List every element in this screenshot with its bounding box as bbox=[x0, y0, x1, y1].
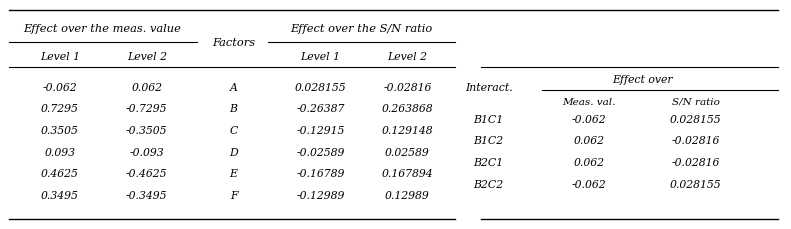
Text: Level 1: Level 1 bbox=[301, 52, 340, 61]
Text: -0.12915: -0.12915 bbox=[297, 125, 345, 135]
Text: Effect over: Effect over bbox=[612, 74, 672, 84]
Text: B1C2: B1C2 bbox=[474, 136, 504, 146]
Text: B: B bbox=[229, 104, 237, 114]
Text: 0.3505: 0.3505 bbox=[41, 125, 79, 135]
Text: 0.062: 0.062 bbox=[573, 157, 604, 167]
Text: 0.062: 0.062 bbox=[573, 136, 604, 146]
Text: Level 2: Level 2 bbox=[388, 52, 427, 61]
Text: C: C bbox=[229, 125, 238, 135]
Text: -0.02589: -0.02589 bbox=[297, 147, 345, 157]
Text: -0.062: -0.062 bbox=[572, 114, 606, 124]
Text: S/N ratio: S/N ratio bbox=[672, 98, 720, 106]
Text: -0.093: -0.093 bbox=[130, 147, 164, 157]
Text: 0.028155: 0.028155 bbox=[670, 114, 721, 124]
Text: -0.02816: -0.02816 bbox=[672, 157, 720, 167]
Text: 0.093: 0.093 bbox=[44, 147, 75, 157]
Text: 0.02589: 0.02589 bbox=[385, 147, 430, 157]
Text: 0.129148: 0.129148 bbox=[381, 125, 433, 135]
Text: Level 1: Level 1 bbox=[40, 52, 80, 61]
Text: B1C1: B1C1 bbox=[474, 114, 504, 124]
Text: 0.028155: 0.028155 bbox=[670, 179, 721, 189]
Text: Level 2: Level 2 bbox=[127, 52, 167, 61]
Text: 0.3495: 0.3495 bbox=[41, 190, 79, 200]
Text: Meas. val.: Meas. val. bbox=[562, 98, 615, 106]
Text: Effect over the S/N ratio: Effect over the S/N ratio bbox=[290, 24, 432, 34]
Text: -0.062: -0.062 bbox=[43, 82, 78, 92]
Text: Interact.: Interact. bbox=[465, 82, 513, 92]
Text: 0.028155: 0.028155 bbox=[295, 82, 346, 92]
Text: A: A bbox=[229, 82, 237, 92]
Text: 0.167894: 0.167894 bbox=[381, 169, 433, 179]
Text: Factors: Factors bbox=[212, 38, 255, 48]
Text: 0.062: 0.062 bbox=[131, 82, 162, 92]
Text: Effect over the meas. value: Effect over the meas. value bbox=[24, 24, 181, 34]
Text: 0.12989: 0.12989 bbox=[385, 190, 430, 200]
Text: -0.12989: -0.12989 bbox=[297, 190, 345, 200]
Text: -0.3505: -0.3505 bbox=[126, 125, 168, 135]
Text: B2C1: B2C1 bbox=[474, 157, 504, 167]
Text: D: D bbox=[229, 147, 238, 157]
Text: 0.7295: 0.7295 bbox=[41, 104, 79, 114]
Text: E: E bbox=[229, 169, 237, 179]
Text: 0.263868: 0.263868 bbox=[381, 104, 433, 114]
Text: -0.26387: -0.26387 bbox=[297, 104, 345, 114]
Text: -0.16789: -0.16789 bbox=[297, 169, 345, 179]
Text: F: F bbox=[230, 190, 237, 200]
Text: B2C2: B2C2 bbox=[474, 179, 504, 189]
Text: -0.3495: -0.3495 bbox=[126, 190, 168, 200]
Text: -0.02816: -0.02816 bbox=[672, 136, 720, 146]
Text: -0.02816: -0.02816 bbox=[383, 82, 432, 92]
Text: 0.4625: 0.4625 bbox=[41, 169, 79, 179]
Text: -0.7295: -0.7295 bbox=[126, 104, 168, 114]
Text: -0.4625: -0.4625 bbox=[126, 169, 168, 179]
Text: -0.062: -0.062 bbox=[572, 179, 606, 189]
